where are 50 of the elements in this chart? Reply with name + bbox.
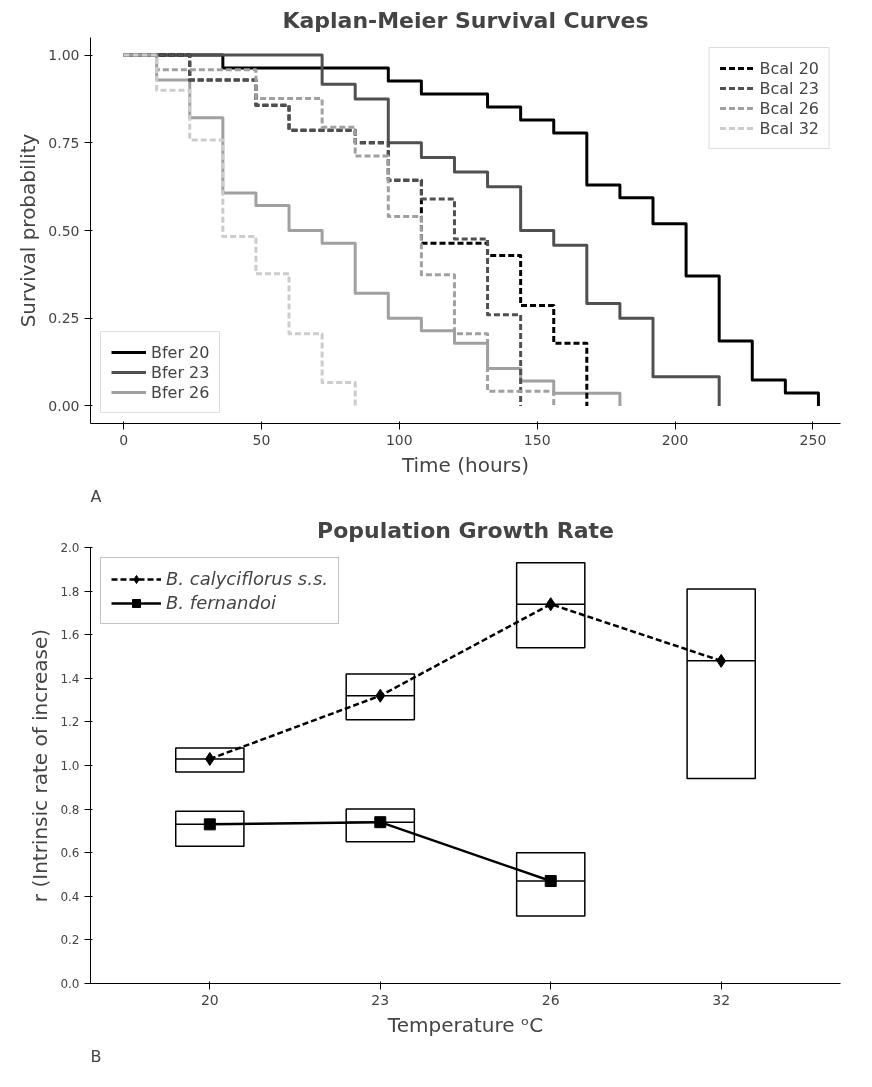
legend-label: Bfer 20	[151, 342, 210, 362]
chart-title: Kaplan-Meier Survival Curves	[282, 7, 649, 33]
y-tick-label: 0.0	[60, 977, 80, 991]
y-tick-label: 1.4	[60, 671, 80, 686]
x-tick-label: 150	[523, 431, 551, 448]
y-tick-label: 2.0	[60, 541, 80, 555]
legend-label: B. calyciflorus s.s.	[166, 568, 329, 589]
x-tick-label: 200	[661, 431, 689, 448]
x-tick-label: 26	[541, 991, 560, 1008]
y-tick-label: 1.0	[60, 759, 80, 773]
y-tick-label: 0.75	[48, 134, 80, 151]
x-axis-title: Temperature ᵒC	[386, 1012, 544, 1037]
x-tick-label: 50	[252, 431, 271, 448]
point	[544, 875, 557, 888]
y-tick-label: 0.00	[48, 397, 80, 414]
y-axis-title: r (Intrinsic rate of increase)	[28, 628, 53, 903]
legend-label: Bfer 23	[151, 362, 210, 382]
x-tick-label: 250	[799, 431, 827, 448]
x-tick-label: 0	[119, 431, 129, 448]
x-axis-title: Time (hours)	[400, 452, 530, 477]
point	[545, 597, 556, 612]
legend-label: Bcal 23	[759, 78, 819, 98]
y-tick-label: 0.50	[48, 222, 80, 239]
text: A	[90, 486, 102, 506]
x-tick-label: 20	[200, 991, 219, 1008]
legend-label: Bcal 20	[759, 58, 819, 78]
y-tick-label: 0.4	[60, 889, 80, 904]
y-tick-label: 1.00	[48, 47, 80, 64]
y-tick-label: 0.8	[60, 802, 80, 817]
x-tick-label: 100	[385, 431, 413, 448]
point	[716, 653, 727, 668]
legend-label: Bcal 32	[759, 118, 819, 138]
legend-label: Bfer 26	[151, 382, 210, 402]
text: B	[90, 1046, 102, 1066]
point	[375, 688, 386, 703]
chart-title: Population Growth Rate	[317, 517, 614, 543]
x-tick-label: 32	[712, 991, 731, 1008]
y-tick-label: 1.6	[60, 628, 80, 643]
point	[203, 818, 216, 831]
y-tick-label: 0.6	[60, 846, 80, 861]
y-axis-title: Survival probability	[16, 133, 41, 328]
legend-label: B. fernandoi	[166, 592, 276, 613]
y-tick-label: 1.8	[60, 584, 80, 599]
y-tick-label: 0.2	[60, 933, 80, 948]
legend-label: Bcal 26	[759, 98, 819, 118]
y-tick-label: 1.2	[60, 715, 80, 730]
point	[374, 816, 387, 829]
x-tick-label: 23	[371, 991, 390, 1008]
y-tick-label: 0.25	[48, 310, 80, 327]
point	[204, 751, 215, 766]
